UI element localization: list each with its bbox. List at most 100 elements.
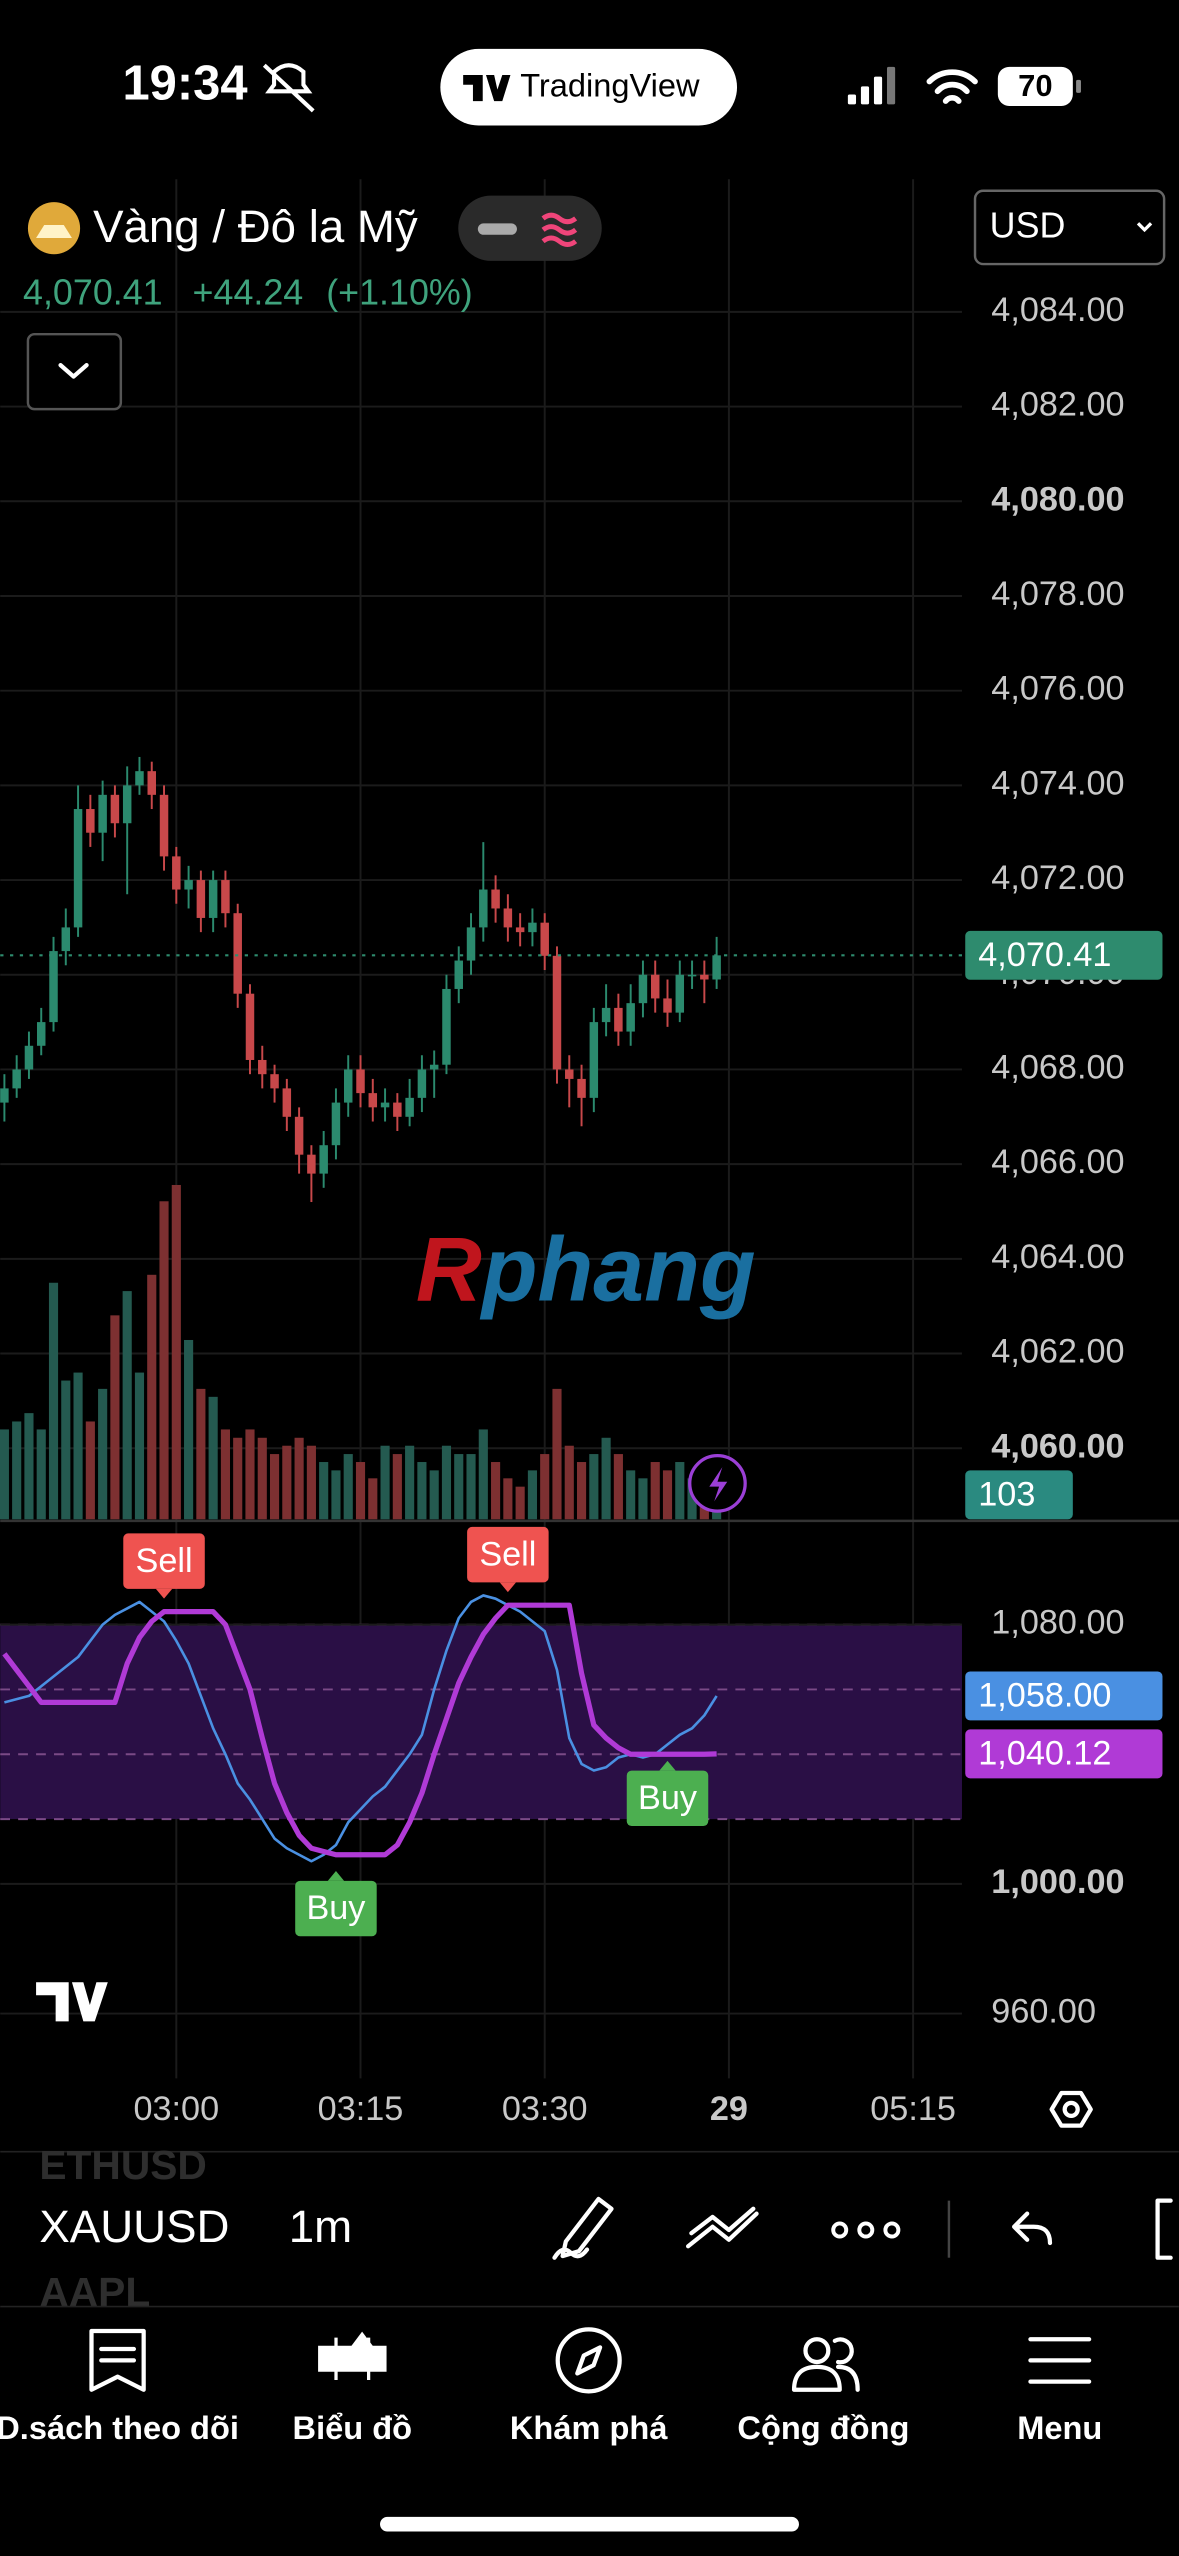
- candle-body: [417, 1069, 427, 1098]
- more-tools[interactable]: [1155, 2198, 1173, 2260]
- y-tick-label: 1,000.00: [991, 1863, 1124, 1901]
- volume-bar: [355, 1462, 366, 1520]
- signal-pointer: [659, 1760, 676, 1771]
- volume-bar: [85, 1421, 95, 1520]
- menu-icon[interactable]: [1028, 2337, 1092, 2384]
- y-tick-label: 4,076.00: [991, 670, 1124, 708]
- candle-body: [454, 960, 463, 989]
- candle-body: [466, 927, 476, 961]
- signal-icon: [847, 66, 896, 105]
- volume-bar: [478, 1429, 488, 1520]
- tab-label[interactable]: D.sách theo dõi: [0, 2409, 239, 2446]
- price: 4,070.41: [23, 273, 163, 313]
- change: +44.24: [193, 273, 304, 313]
- volume-bar: [233, 1437, 243, 1520]
- signal-box: [626, 1770, 709, 1827]
- volume-bar: [184, 1339, 194, 1520]
- tab-label[interactable]: Menu: [1017, 2409, 1102, 2446]
- candle-body: [528, 922, 537, 933]
- more-button[interactable]: [831, 2221, 901, 2239]
- volume-bar: [441, 1445, 452, 1520]
- candle-body: [196, 880, 206, 918]
- candle-body: [270, 1074, 279, 1089]
- y-tick-label: 4,084.00: [991, 291, 1124, 329]
- volume-bar: [662, 1470, 673, 1520]
- y-tick-label: 960.00: [991, 1993, 1096, 2031]
- community-icon[interactable]: [791, 2337, 860, 2392]
- home-indicator: [380, 2516, 799, 2532]
- candle-body: [36, 1022, 46, 1046]
- volume-bar: [245, 1429, 255, 1520]
- candle-body: [429, 1064, 439, 1070]
- candle-body: [638, 974, 648, 1004]
- app-name: TradingView: [520, 67, 700, 104]
- volume-bar: [147, 1274, 157, 1520]
- volume-bar: [98, 1388, 108, 1520]
- candle-body: [49, 951, 58, 1023]
- candle-body: [663, 998, 672, 1013]
- symbol-current[interactable]: XAUUSD: [39, 2201, 229, 2252]
- trend-tool[interactable]: [686, 2206, 759, 2249]
- app-logo: [463, 74, 511, 102]
- signal-label: Buy: [306, 1889, 366, 1927]
- interval[interactable]: 1m: [289, 2201, 352, 2252]
- volume-bar: [454, 1454, 464, 1520]
- volume-bar: [171, 1184, 181, 1520]
- settings-button[interactable]: [1049, 2090, 1093, 2128]
- volume-bar: [294, 1437, 304, 1520]
- y-tick-label: 4,066.00: [991, 1143, 1124, 1181]
- price-tag-label: 1,058.00: [978, 1677, 1111, 1715]
- y-tick-label: 4,068.00: [991, 1048, 1124, 1086]
- currency-select[interactable]: [973, 189, 1166, 266]
- expand-button[interactable]: [26, 332, 123, 411]
- signal-pointer: [499, 1582, 517, 1593]
- signal-box: [295, 1880, 377, 1937]
- candle-body: [122, 785, 132, 824]
- draw-tool[interactable]: [552, 2196, 614, 2260]
- candle-body: [294, 1116, 304, 1155]
- chart-icon[interactable]: [318, 2331, 387, 2380]
- volume-bar: [343, 1454, 353, 1520]
- tab-label[interactable]: Khám phá: [510, 2409, 668, 2446]
- volume-bar: [24, 1413, 34, 1520]
- volume-bar: [540, 1454, 550, 1520]
- volume-bar: [638, 1478, 648, 1520]
- tab-label[interactable]: Biểu đồ: [293, 2409, 413, 2446]
- battery-cap: [1076, 79, 1081, 93]
- battery-level: 70: [1018, 68, 1052, 103]
- volume-bar: [208, 1396, 218, 1520]
- candle-body: [393, 1102, 402, 1117]
- candle-body: [135, 771, 144, 786]
- candle-body: [73, 809, 83, 928]
- candle-body: [442, 988, 451, 1065]
- y-tick-label: 4,062.00: [991, 1333, 1124, 1371]
- delay-icon: [541, 212, 578, 247]
- candle-body: [491, 889, 500, 909]
- symbol-name[interactable]: Vàng / Đô la Mỹ: [93, 201, 418, 252]
- status-dash: [477, 223, 517, 235]
- candle-body: [650, 974, 660, 999]
- clock: 19:34: [122, 56, 247, 110]
- volume-bar: [564, 1445, 574, 1520]
- x-tick-label: 03:30: [502, 2090, 588, 2128]
- candle-body: [368, 1093, 378, 1108]
- volume-bar: [110, 1315, 120, 1520]
- undo-button[interactable]: [1012, 2211, 1053, 2246]
- candle-body: [331, 1102, 341, 1146]
- volume-bar: [36, 1429, 46, 1520]
- candle-body: [552, 955, 562, 1070]
- volume-bar: [527, 1470, 537, 1520]
- explore-icon[interactable]: [555, 2327, 622, 2394]
- volume-bar: [552, 1388, 562, 1520]
- watchlist-icon[interactable]: [89, 2328, 146, 2392]
- price-tag-label: 4,070.41: [978, 936, 1111, 974]
- symbol-next[interactable]: AAPL: [39, 2269, 150, 2315]
- app-pill[interactable]: [440, 48, 738, 126]
- symbol-prev[interactable]: ETHUSD: [39, 2142, 207, 2188]
- price-tag: [965, 1671, 1163, 1721]
- x-tick-label: 03:15: [318, 2090, 404, 2128]
- tab-label[interactable]: Cộng đồng: [737, 2409, 909, 2446]
- candle-body: [307, 1154, 316, 1174]
